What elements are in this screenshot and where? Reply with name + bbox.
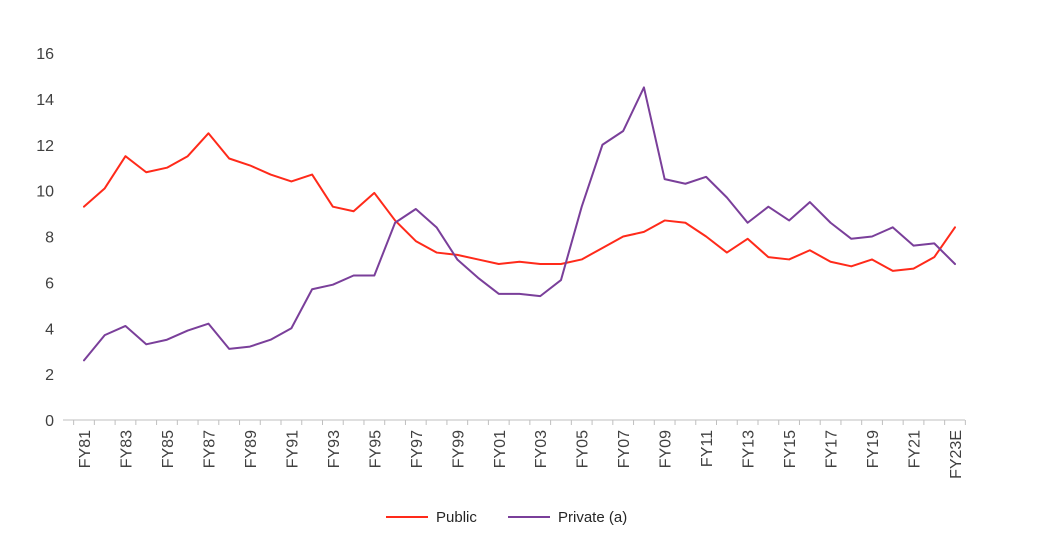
x-tick-label: FY85	[160, 430, 177, 468]
x-tick-label: FY01	[492, 430, 509, 468]
y-tick-label: 10	[36, 184, 54, 201]
x-axis: FY81 FY83 FY85 FY87 FY89 FY91 FY93 FY95 FY97 FY99…	[63, 419, 966, 479]
y-tick-label: 14	[36, 92, 54, 109]
x-tick-label: FY23E	[948, 430, 965, 479]
y-tick-label: 8	[45, 230, 54, 247]
x-tick-label: FY17	[824, 430, 841, 468]
x-tick-label: FY15	[782, 430, 799, 468]
series-layer	[83, 86, 956, 362]
legend-label: Private (a)	[558, 509, 627, 526]
x-tick-label: FY89	[243, 430, 260, 468]
x-tick-label: FY11	[699, 430, 716, 467]
x-tick-label: FY93	[326, 430, 343, 468]
x-tick-label: FY07	[616, 430, 633, 468]
x-tick-label: FY97	[409, 430, 426, 468]
y-tick-label: 12	[36, 138, 54, 155]
x-tick-label: FY87	[201, 430, 218, 468]
x-tick-label: FY03	[533, 430, 550, 468]
y-axis: 0 2 4 6 8 10 12 14 16	[36, 46, 54, 430]
series-line-private	[83, 86, 956, 362]
y-tick-label: 4	[45, 321, 54, 338]
y-tick-label: 2	[45, 367, 54, 384]
y-tick-label: 16	[36, 46, 54, 63]
x-tick-label: FY81	[77, 430, 94, 468]
x-tick-label: FY19	[865, 430, 882, 468]
y-tick-label: 6	[45, 275, 54, 292]
x-tick-label: FY21	[907, 430, 924, 468]
legend: Public Private (a)	[386, 509, 627, 526]
x-tick-label: FY95	[367, 430, 384, 468]
y-tick-label: 0	[45, 413, 54, 430]
x-tick-label: FY13	[741, 430, 758, 468]
x-tick-label: FY91	[284, 430, 301, 468]
x-tick-label: FY09	[658, 430, 675, 468]
x-tick-label: FY83	[118, 430, 135, 468]
x-tick-label: FY05	[575, 430, 592, 468]
x-tick-label: FY99	[450, 430, 467, 468]
legend-label: Public	[436, 509, 477, 526]
series-line-public	[83, 132, 956, 272]
